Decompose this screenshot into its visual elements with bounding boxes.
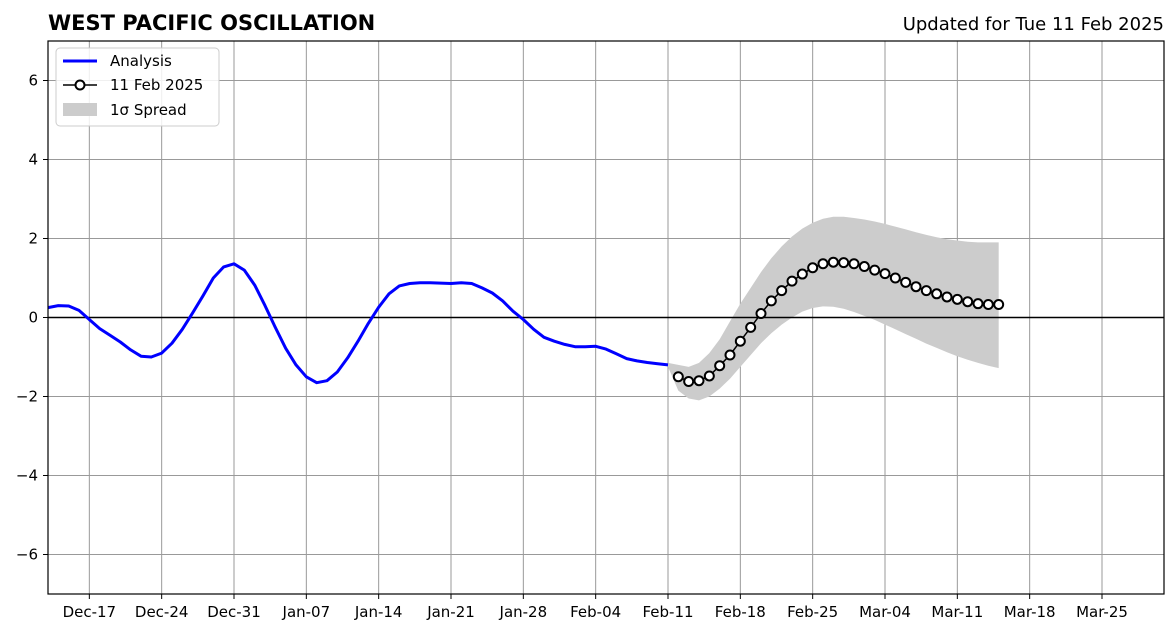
x-tick-label: Mar-25: [1076, 603, 1128, 621]
forecast-point: [889, 272, 901, 284]
legend: Analysis 11 Feb 2025 1σ Spread: [55, 47, 220, 127]
plot-area: Dec-17 Dec-24 Dec-31 Jan-07 Jan-14 Jan-21 Jan-…: [16, 40, 1165, 621]
forecast-point: [776, 285, 788, 297]
x-tick-label: Dec-24: [135, 603, 189, 621]
forecast-point: [765, 295, 777, 307]
x-tick-label: Mar-18: [1004, 603, 1056, 621]
legend-spread-label: 1σ Spread: [110, 101, 187, 119]
forecast-point: [683, 375, 695, 387]
forecast-point: [941, 291, 953, 303]
x-tick-label: Dec-31: [207, 603, 261, 621]
forecast-point: [755, 308, 767, 320]
forecast-point: [848, 258, 860, 270]
forecast-point: [858, 261, 870, 273]
legend-forecast-marker: [74, 79, 86, 91]
chart-title: WEST PACIFIC OSCILLATION: [48, 11, 375, 35]
x-tick-label: Jan-28: [499, 603, 548, 621]
x-tick-label: Jan-07: [282, 603, 331, 621]
forecast-point: [786, 275, 798, 287]
forecast-point: [724, 349, 736, 361]
y-tick-label: −6: [16, 546, 38, 564]
legend-spread-swatch: [63, 103, 97, 116]
forecast-point: [879, 268, 891, 280]
y-tick-label: 6: [28, 72, 38, 90]
forecast-point: [993, 298, 1005, 310]
forecast-point: [951, 293, 963, 305]
forecast-point: [714, 360, 726, 372]
x-tick-label: Feb-04: [570, 603, 621, 621]
y-tick-label: −2: [16, 388, 38, 406]
forecast-point: [734, 335, 746, 347]
x-tick-label: Jan-14: [354, 603, 403, 621]
forecast-point: [693, 375, 705, 387]
x-tick-label: Feb-11: [642, 603, 693, 621]
y-tick-label: 0: [28, 309, 38, 327]
forecast-point: [982, 298, 994, 310]
forecast-point: [972, 298, 984, 310]
x-tick-label: Dec-17: [63, 603, 117, 621]
forecast-point: [817, 258, 829, 270]
forecast-point: [672, 371, 684, 383]
forecast-point: [796, 268, 808, 280]
x-tick-label: Mar-04: [859, 603, 911, 621]
forecast-point: [703, 370, 715, 382]
y-tick-label: 4: [28, 151, 38, 169]
y-tick-label: −4: [16, 467, 38, 485]
forecast-point: [745, 321, 757, 333]
x-tick-label: Feb-18: [715, 603, 766, 621]
legend-analysis-label: Analysis: [110, 52, 172, 70]
x-tick-label: Feb-25: [787, 603, 838, 621]
x-tick-label: Jan-21: [426, 603, 475, 621]
legend-forecast-label: 11 Feb 2025: [110, 76, 203, 94]
forecast-point: [838, 257, 850, 269]
forecast-point: [910, 281, 922, 293]
forecast-point: [869, 264, 881, 276]
x-tick-label: Mar-11: [931, 603, 983, 621]
chart-subtitle: Updated for Tue 11 Feb 2025: [903, 14, 1164, 35]
forecast-point: [962, 296, 974, 308]
forecast-point: [807, 262, 819, 274]
y-tick-label: 2: [28, 230, 38, 248]
spread-band: [668, 216, 999, 401]
forecast-point: [931, 288, 943, 300]
forecast-point: [827, 256, 839, 268]
forecast-point: [920, 285, 932, 297]
forecast-point: [900, 276, 912, 288]
analysis-line: [47, 262, 669, 385]
